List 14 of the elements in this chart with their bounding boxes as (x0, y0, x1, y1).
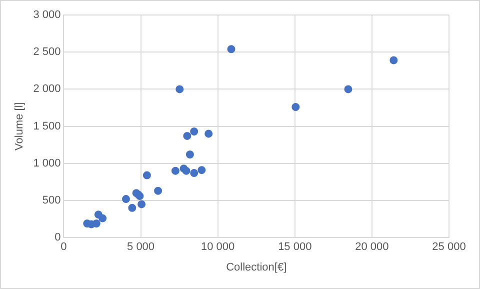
y-tick-label: 500 (42, 194, 61, 207)
y-tick-label: 1 500 (33, 120, 61, 132)
x-tick-label: 20 000 (355, 241, 389, 254)
x-axis-title: Collection[€] (226, 261, 287, 274)
x-tick-label: 15 000 (278, 241, 312, 254)
x-tick-label: 25 000 (432, 241, 466, 254)
y-tick-label: 2 500 (33, 46, 61, 58)
y-tick-label: 1 000 (33, 157, 61, 170)
y-tick-label: 3 000 (33, 9, 61, 22)
y-tick-label: 0 (54, 232, 61, 244)
x-tick-label: 10 000 (201, 241, 235, 254)
y-tick-label: 2 000 (33, 83, 61, 96)
x-tick-label: 5 000 (127, 241, 155, 254)
y-axis-title: Volume [l] (14, 102, 26, 150)
